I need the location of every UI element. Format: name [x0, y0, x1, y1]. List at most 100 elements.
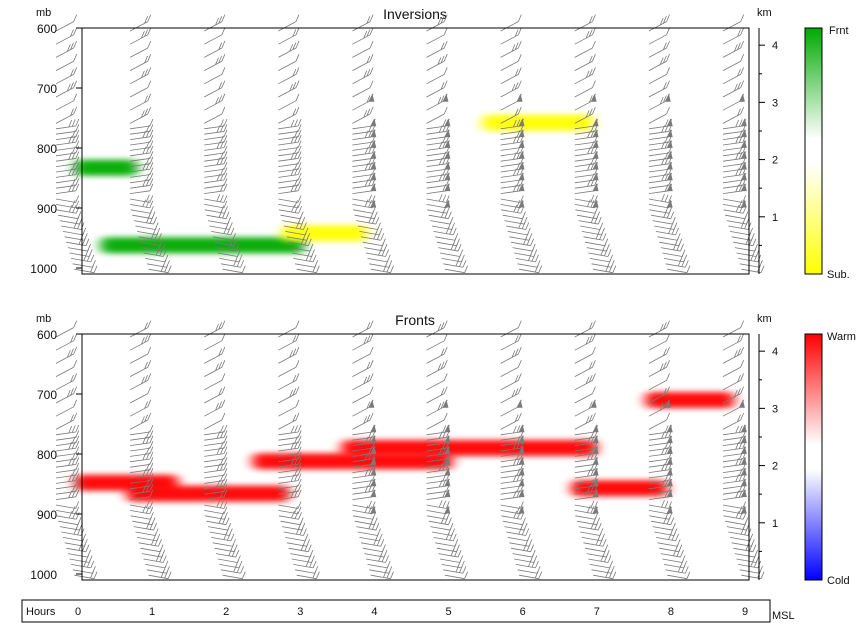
wind-barb — [574, 373, 596, 391]
pressure-tick-label: 700 — [37, 388, 57, 402]
wind-barb — [204, 484, 228, 495]
wind-barb-flag — [518, 489, 525, 498]
wind-barb — [574, 412, 596, 430]
wind-barb — [206, 210, 230, 220]
wind-barb — [728, 221, 752, 230]
wind-barb — [352, 145, 376, 157]
wind-barb-flag — [444, 129, 451, 138]
wind-barb — [365, 554, 390, 563]
fronts-plot-frame — [81, 333, 750, 581]
wind-barb-flag — [370, 505, 377, 514]
wind-barb — [578, 521, 602, 531]
wind-barb — [145, 254, 169, 263]
wind-barb — [352, 67, 374, 85]
wind-barb-flag — [666, 129, 673, 138]
wind-barb — [352, 124, 376, 135]
wind-barb — [55, 360, 78, 377]
wind-barb — [733, 543, 757, 553]
wind-barb — [55, 40, 78, 58]
wind-barb — [129, 14, 152, 32]
wind-barb — [722, 360, 745, 377]
wind-barb — [138, 231, 162, 241]
wind-barb — [278, 54, 300, 71]
wind-barb — [580, 222, 604, 230]
fronts-colorbar — [804, 333, 823, 581]
hours-axis-label: Hours — [26, 606, 56, 618]
inversions-pressure-axis: 600 700 800 900 1000 — [30, 22, 82, 276]
wind-barb-flag — [740, 199, 747, 208]
wind-barb — [722, 333, 745, 351]
wind-barb — [55, 478, 80, 490]
wind-barb — [583, 537, 607, 547]
wind-barb — [426, 14, 448, 32]
wind-barb — [352, 346, 374, 364]
wind-barb — [278, 156, 302, 167]
wind-barb — [588, 248, 612, 257]
wind-barb — [500, 40, 522, 58]
wind-barb-flag — [518, 456, 525, 465]
wind-barb — [500, 333, 522, 351]
wind-barb — [129, 27, 152, 45]
wind-barb-flag — [666, 161, 673, 170]
wind-barb — [55, 129, 80, 140]
wind-barb — [130, 140, 154, 151]
wind-barb — [588, 554, 612, 563]
wind-barb — [278, 441, 302, 452]
wind-barb — [515, 253, 539, 263]
wind-barb — [722, 484, 747, 495]
inversions-colorbar-top-label: Frnt — [829, 25, 849, 37]
wind-barb — [55, 424, 80, 436]
wind-barb — [722, 451, 747, 463]
feature-band-frnt — [74, 159, 138, 176]
wind-barb — [435, 233, 459, 241]
wind-barb — [204, 40, 226, 58]
wind-barb — [55, 135, 80, 146]
wind-barb-flag — [592, 424, 599, 433]
wind-barb — [204, 412, 226, 430]
wind-barb-flag — [740, 489, 747, 498]
wind-barb — [61, 527, 85, 536]
wind-barb — [130, 183, 154, 194]
wind-barb — [278, 27, 300, 45]
wind-barb — [130, 457, 154, 468]
wind-barb — [204, 162, 228, 173]
hours-tick-label: 0 — [75, 606, 81, 618]
wind-barb — [574, 54, 596, 71]
feature-band-warm — [645, 392, 735, 408]
wind-barb — [278, 118, 302, 130]
wind-barb — [278, 204, 302, 214]
wind-barb — [439, 555, 464, 563]
wind-barb — [722, 124, 747, 135]
wind-barb — [130, 145, 154, 157]
wind-barb-flag — [370, 478, 377, 487]
wind-barb — [204, 140, 228, 151]
wind-barb — [204, 135, 228, 146]
wind-barb — [278, 424, 302, 436]
wind-barb — [129, 333, 152, 351]
wind-barb — [352, 412, 374, 430]
wind-barb-flag — [444, 161, 451, 170]
wind-barb-flag — [740, 505, 747, 514]
wind-barb — [278, 124, 302, 135]
wind-barb — [133, 215, 157, 225]
wind-barb — [500, 135, 524, 146]
wind-barb — [55, 106, 78, 124]
wind-barb — [130, 478, 154, 490]
wind-barb — [574, 430, 598, 441]
wind-barb — [648, 373, 670, 391]
wind-barb — [55, 67, 78, 85]
wind-barb — [352, 399, 374, 417]
wind-barb — [430, 522, 454, 531]
wind-barb — [278, 162, 302, 173]
wind-barb — [278, 129, 302, 140]
wind-barb — [130, 468, 154, 479]
wind-barb-flag — [740, 456, 747, 465]
wind-barb — [722, 473, 747, 484]
fronts-colorbar-top-label: Warm — [827, 331, 856, 343]
wind-barb — [361, 537, 385, 547]
wind-barb — [204, 435, 228, 446]
wind-barb — [352, 106, 374, 124]
wind-barb — [426, 473, 450, 484]
hours-tick-label: 3 — [297, 606, 303, 618]
wind-barb-flag — [592, 161, 599, 170]
